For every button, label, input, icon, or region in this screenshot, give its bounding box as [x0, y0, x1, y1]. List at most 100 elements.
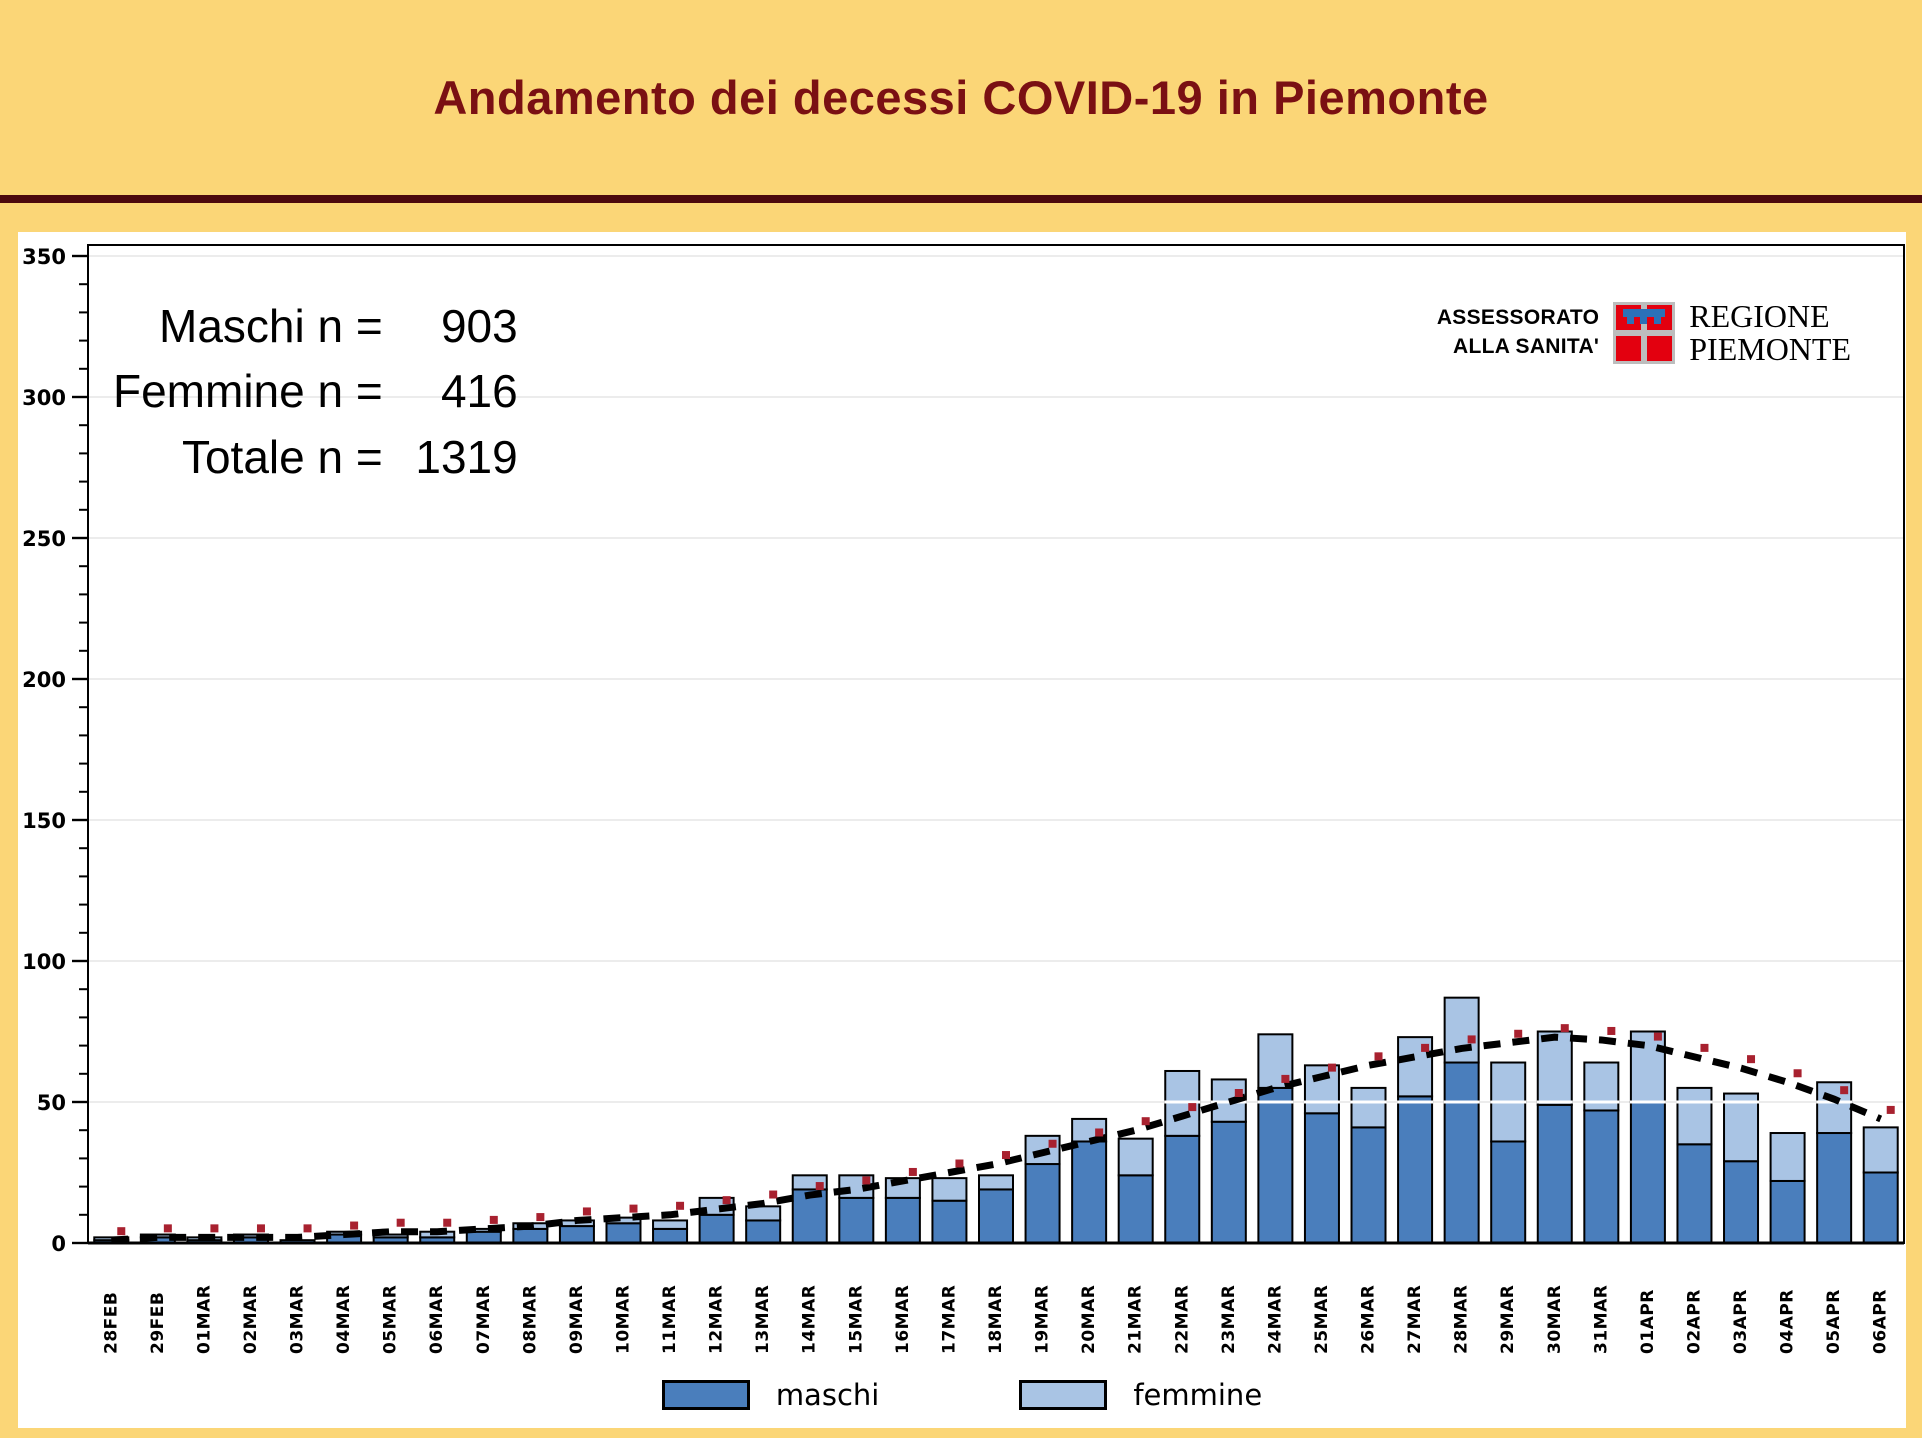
trend-marker	[1560, 1024, 1569, 1033]
regione-piemonte-emblem-icon	[1613, 301, 1676, 364]
bar-maschi-02APR	[1676, 1143, 1713, 1244]
chart-svg: 0 50 100 150 200 250 300 350 28FEB 29FEB 01MAR 02MA…	[22, 244, 1905, 1354]
bar-maschi-13MAR	[745, 1219, 782, 1245]
trend-marker	[676, 1201, 685, 1210]
bar-femmine-26MAR	[1350, 1086, 1387, 1129]
x-tick-label-14MAR: 14MAR	[800, 1285, 820, 1354]
trend-marker	[1095, 1128, 1104, 1137]
bar-maschi-19MAR	[1024, 1163, 1061, 1244]
bar-maschi-01APR	[1629, 1101, 1666, 1244]
trend-marker	[1048, 1139, 1057, 1148]
legend-label-femmine: femmine	[1133, 1378, 1263, 1412]
x-tick-label-12MAR: 12MAR	[707, 1285, 727, 1354]
footer-strip	[0, 1428, 1922, 1438]
bar-maschi-31MAR	[1583, 1109, 1620, 1245]
bar-femmine-02APR	[1676, 1086, 1713, 1146]
trend-marker	[117, 1227, 126, 1236]
x-tick-label-28FEB: 28FEB	[101, 1292, 121, 1354]
x-tick-label-17MAR: 17MAR	[939, 1285, 959, 1354]
stat-row-femmine: Femmine n = 416	[113, 359, 518, 424]
bar-femmine-04APR	[1769, 1132, 1806, 1182]
bar-maschi-17MAR	[931, 1199, 968, 1245]
header: Andamento dei decessi COVID-19 in Piemon…	[0, 0, 1922, 203]
y-tick-label-300: 300	[22, 386, 66, 410]
bar-maschi-25MAR	[1303, 1112, 1340, 1245]
bar-maschi-21MAR	[1117, 1174, 1154, 1245]
stat-row-totale: Totale n = 1319	[113, 425, 518, 490]
trend-marker	[1374, 1052, 1383, 1061]
trend-marker	[582, 1207, 591, 1216]
bar-maschi-11MAR	[652, 1227, 689, 1245]
stat-maschi-label: Maschi n =	[159, 300, 383, 352]
bar-femmine-11MAR	[652, 1219, 689, 1230]
bar-femmine-30MAR	[1536, 1030, 1573, 1106]
trend-marker	[536, 1213, 545, 1222]
bar-maschi-08MAR	[512, 1227, 549, 1245]
trend-marker	[1188, 1103, 1197, 1112]
y-tick-label-0: 0	[51, 1232, 66, 1256]
bar-femmine-17MAR	[931, 1177, 968, 1202]
x-tick-label-26MAR: 26MAR	[1359, 1285, 1379, 1354]
bar-maschi-22MAR	[1164, 1134, 1201, 1245]
x-tick-label-07MAR: 07MAR	[474, 1285, 494, 1354]
regione-line1: REGIONE	[1689, 298, 1830, 334]
regione-text: REGIONE PIEMONTE	[1689, 300, 1851, 365]
trend-marker	[1607, 1026, 1616, 1035]
trend-marker	[955, 1159, 964, 1168]
x-tick-label-27MAR: 27MAR	[1405, 1285, 1425, 1354]
assessorato-text: ASSESSORATO ALLA SANITA'	[1437, 304, 1599, 361]
trend-marker	[489, 1215, 498, 1224]
trend-marker	[1700, 1043, 1709, 1052]
trend-marker	[256, 1224, 265, 1233]
trend-marker	[1653, 1032, 1662, 1041]
bar-maschi-26MAR	[1350, 1126, 1387, 1245]
x-tick-label-15MAR: 15MAR	[846, 1285, 866, 1354]
stat-femmine-label: Femmine n =	[113, 365, 383, 418]
bar-femmine-25MAR	[1303, 1064, 1340, 1115]
x-tick-label-10MAR: 10MAR	[613, 1285, 633, 1354]
x-tick-label-08MAR: 08MAR	[520, 1285, 540, 1354]
trend-marker	[1793, 1069, 1802, 1078]
x-tick-label-04MAR: 04MAR	[334, 1285, 354, 1354]
trend-marker	[163, 1224, 172, 1233]
page-title: Andamento dei decessi COVID-19 in Piemon…	[433, 71, 1489, 124]
trend-marker	[350, 1221, 359, 1230]
x-tick-label-29FEB: 29FEB	[148, 1292, 168, 1354]
x-tick-label-24MAR: 24MAR	[1265, 1285, 1285, 1354]
bar-maschi-03APR	[1723, 1160, 1760, 1244]
x-tick-label-30MAR: 30MAR	[1545, 1285, 1565, 1354]
x-tick-label-22MAR: 22MAR	[1172, 1285, 1192, 1354]
trend-marker	[1141, 1117, 1150, 1126]
bar-maschi-20MAR	[1071, 1140, 1108, 1244]
bar-maschi-04APR	[1769, 1179, 1806, 1245]
x-tick-label-21MAR: 21MAR	[1126, 1285, 1146, 1354]
y-tick-label-200: 200	[22, 668, 66, 692]
x-tick-label-01MAR: 01MAR	[194, 1285, 214, 1354]
bar-maschi-07MAR	[465, 1230, 502, 1244]
x-tick-label-03APR: 03APR	[1731, 1289, 1751, 1354]
stat-row-maschi: Maschi n = 903	[113, 294, 518, 359]
trend-marker	[1467, 1035, 1476, 1044]
x-tick-label-06APR: 06APR	[1871, 1289, 1891, 1354]
x-tick-label-18MAR: 18MAR	[986, 1285, 1006, 1354]
bar-maschi-28MAR	[1443, 1061, 1480, 1245]
x-tick-label-06MAR: 06MAR	[427, 1285, 447, 1354]
trend-marker	[1281, 1074, 1290, 1083]
chart-legend: maschi femmine	[18, 1378, 1906, 1412]
bar-maschi-10MAR	[605, 1222, 642, 1245]
trend-marker	[1327, 1063, 1336, 1072]
trend-marker	[1002, 1151, 1010, 1160]
assessorato-line2: ALLA SANITA'	[1452, 334, 1600, 358]
stat-maschi-value: 903	[440, 300, 518, 352]
bar-femmine-21MAR	[1117, 1137, 1154, 1177]
trend-marker	[1840, 1086, 1849, 1095]
regione-piemonte-logo: ASSESSORATO ALLA SANITA' REGIONE PIEMONT…	[1437, 300, 1851, 365]
legend-item-femmine: femmine	[1019, 1378, 1262, 1412]
trend-marker	[815, 1182, 824, 1191]
y-tick-label-250: 250	[22, 527, 66, 551]
x-tick-label-19MAR: 19MAR	[1033, 1285, 1053, 1354]
bar-maschi-12MAR	[698, 1213, 735, 1244]
stat-femmine-value: 416	[440, 365, 518, 418]
x-tick-label-04APR: 04APR	[1778, 1289, 1798, 1354]
legend-item-maschi: maschi	[661, 1378, 879, 1412]
